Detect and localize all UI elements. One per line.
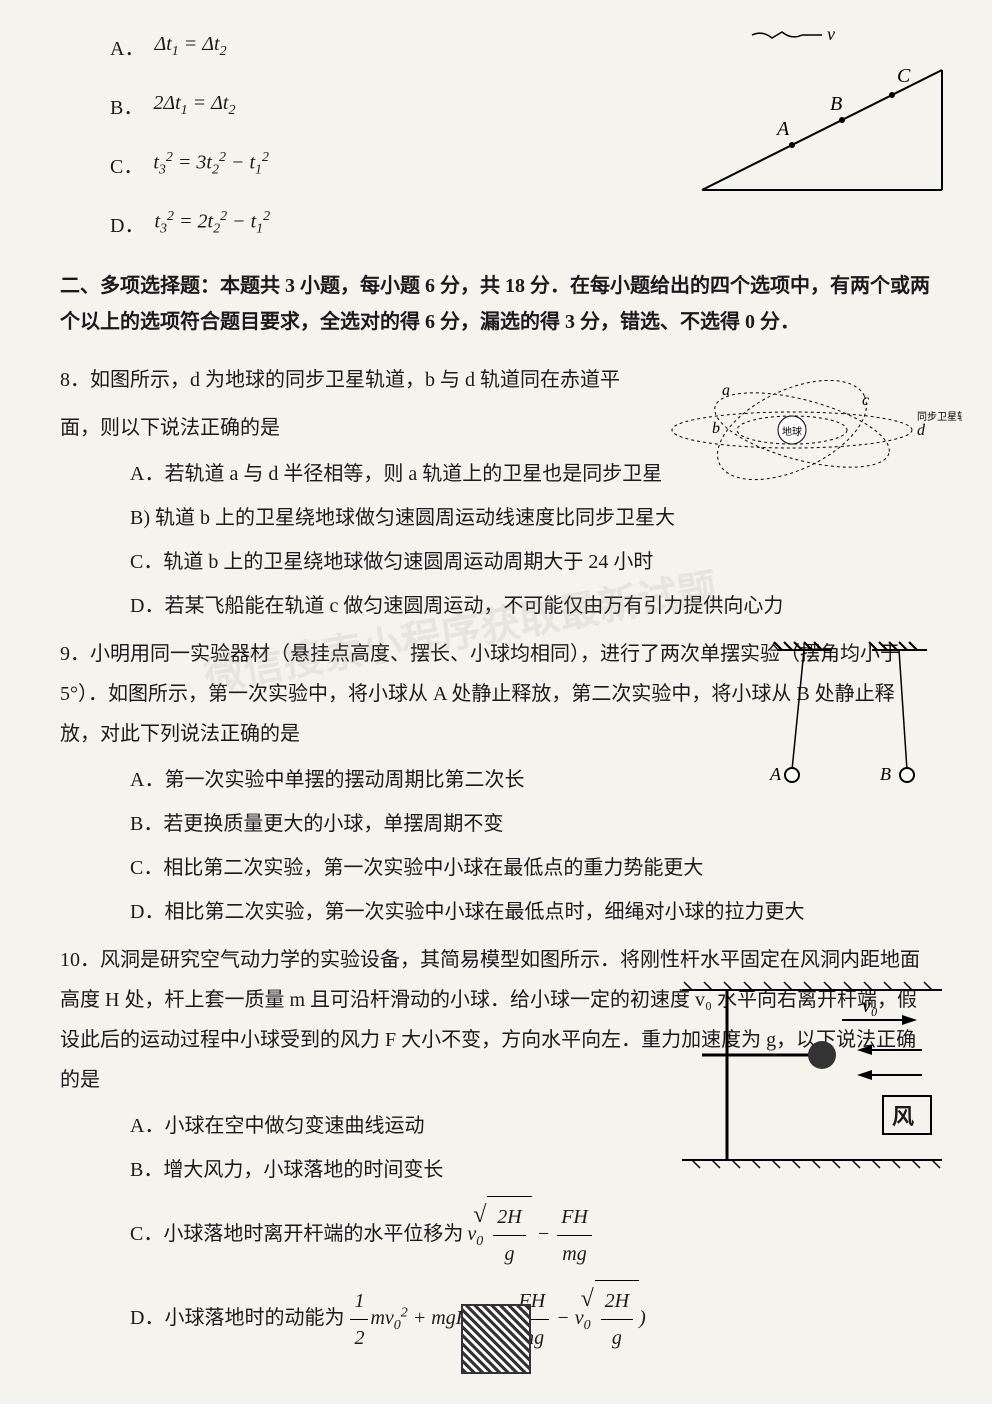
q10-c-prefix: C．小球落地时离开杆端的水平位移为: [130, 1216, 463, 1252]
q10-d-prefix: D．小球落地时的动能为: [130, 1300, 344, 1336]
q8-option-c: C．轨道 b 上的卫星绕地球做匀速圆周运动周期大于 24 小时: [130, 544, 932, 580]
pendulum-a-label: A: [769, 764, 782, 784]
wind-box-label: 风: [882, 1095, 932, 1135]
formula-text: t32 = 3t22 − t12: [153, 150, 269, 179]
option-label: D．: [110, 209, 144, 238]
point-b-label: B: [830, 93, 842, 115]
formula-text: 2Δt1 = Δt2: [153, 92, 235, 119]
q8-option-d: D．若某飞船能在轨道 c 做匀速圆周运动，不可能仅由万有引力提供向心力: [130, 588, 932, 624]
option-label: A．: [110, 32, 144, 61]
wind-tunnel-figure: v₀ 风: [672, 980, 952, 1180]
q10-option-d: D．小球落地时的动能为 12mv02 + mgH + F(FHmg − v02H…: [130, 1280, 932, 1356]
q8-option-b: B) 轨道 b 上的卫星绕地球做匀速圆周运动线速度比同步卫星大: [130, 500, 932, 536]
q9-option-b: B．若更换质量更大的小球，单摆周期不变: [130, 806, 932, 842]
v0-label: v₀: [862, 995, 878, 1017]
q10-option-c: C．小球落地时离开杆端的水平位移为 v02Hg − FHmg: [130, 1196, 932, 1272]
point-a-label: A: [775, 118, 790, 140]
orbit-c-label: c: [862, 392, 869, 409]
pendulum-b-label: B: [880, 764, 891, 784]
q9-option-c: C．相比第二次实验，第一次实验中小球在最低点的重力势能更大: [130, 850, 932, 886]
option-label: B．: [110, 91, 143, 120]
option-label: C．: [110, 150, 143, 179]
pendulum-figure: A B: [762, 640, 942, 800]
point-c-label: C: [897, 65, 911, 87]
qr-code-icon: [461, 1304, 531, 1374]
velocity-label: v: [827, 24, 835, 44]
earth-label: 地球: [782, 425, 802, 438]
q7-option-d: D． t32 = 2t22 − t12: [110, 209, 932, 238]
section-2-heading: 二、多项选择题：本题共 3 小题，每小题 6 分，共 18 分．在每小题给出的四…: [60, 268, 932, 340]
incline-figure: v A B C: [692, 20, 952, 200]
orbit-d-label: d: [917, 422, 926, 439]
orbits-figure: 地球 a b c d 同步卫星轨道: [662, 375, 962, 485]
q9-option-d: D．相比第二次实验，第一次实验中小球在最低点时，细绳对小球的拉力更大: [130, 894, 932, 930]
sync-orbit-note: 同步卫星轨道: [917, 410, 962, 423]
q10-c-formula: v02Hg − FHmg: [467, 1196, 594, 1272]
formula-text: Δt1 = Δt2: [154, 33, 226, 60]
formula-text: t32 = 2t22 − t12: [154, 209, 270, 238]
orbit-b-label: b: [712, 420, 720, 437]
orbit-a-label: a: [722, 382, 730, 399]
